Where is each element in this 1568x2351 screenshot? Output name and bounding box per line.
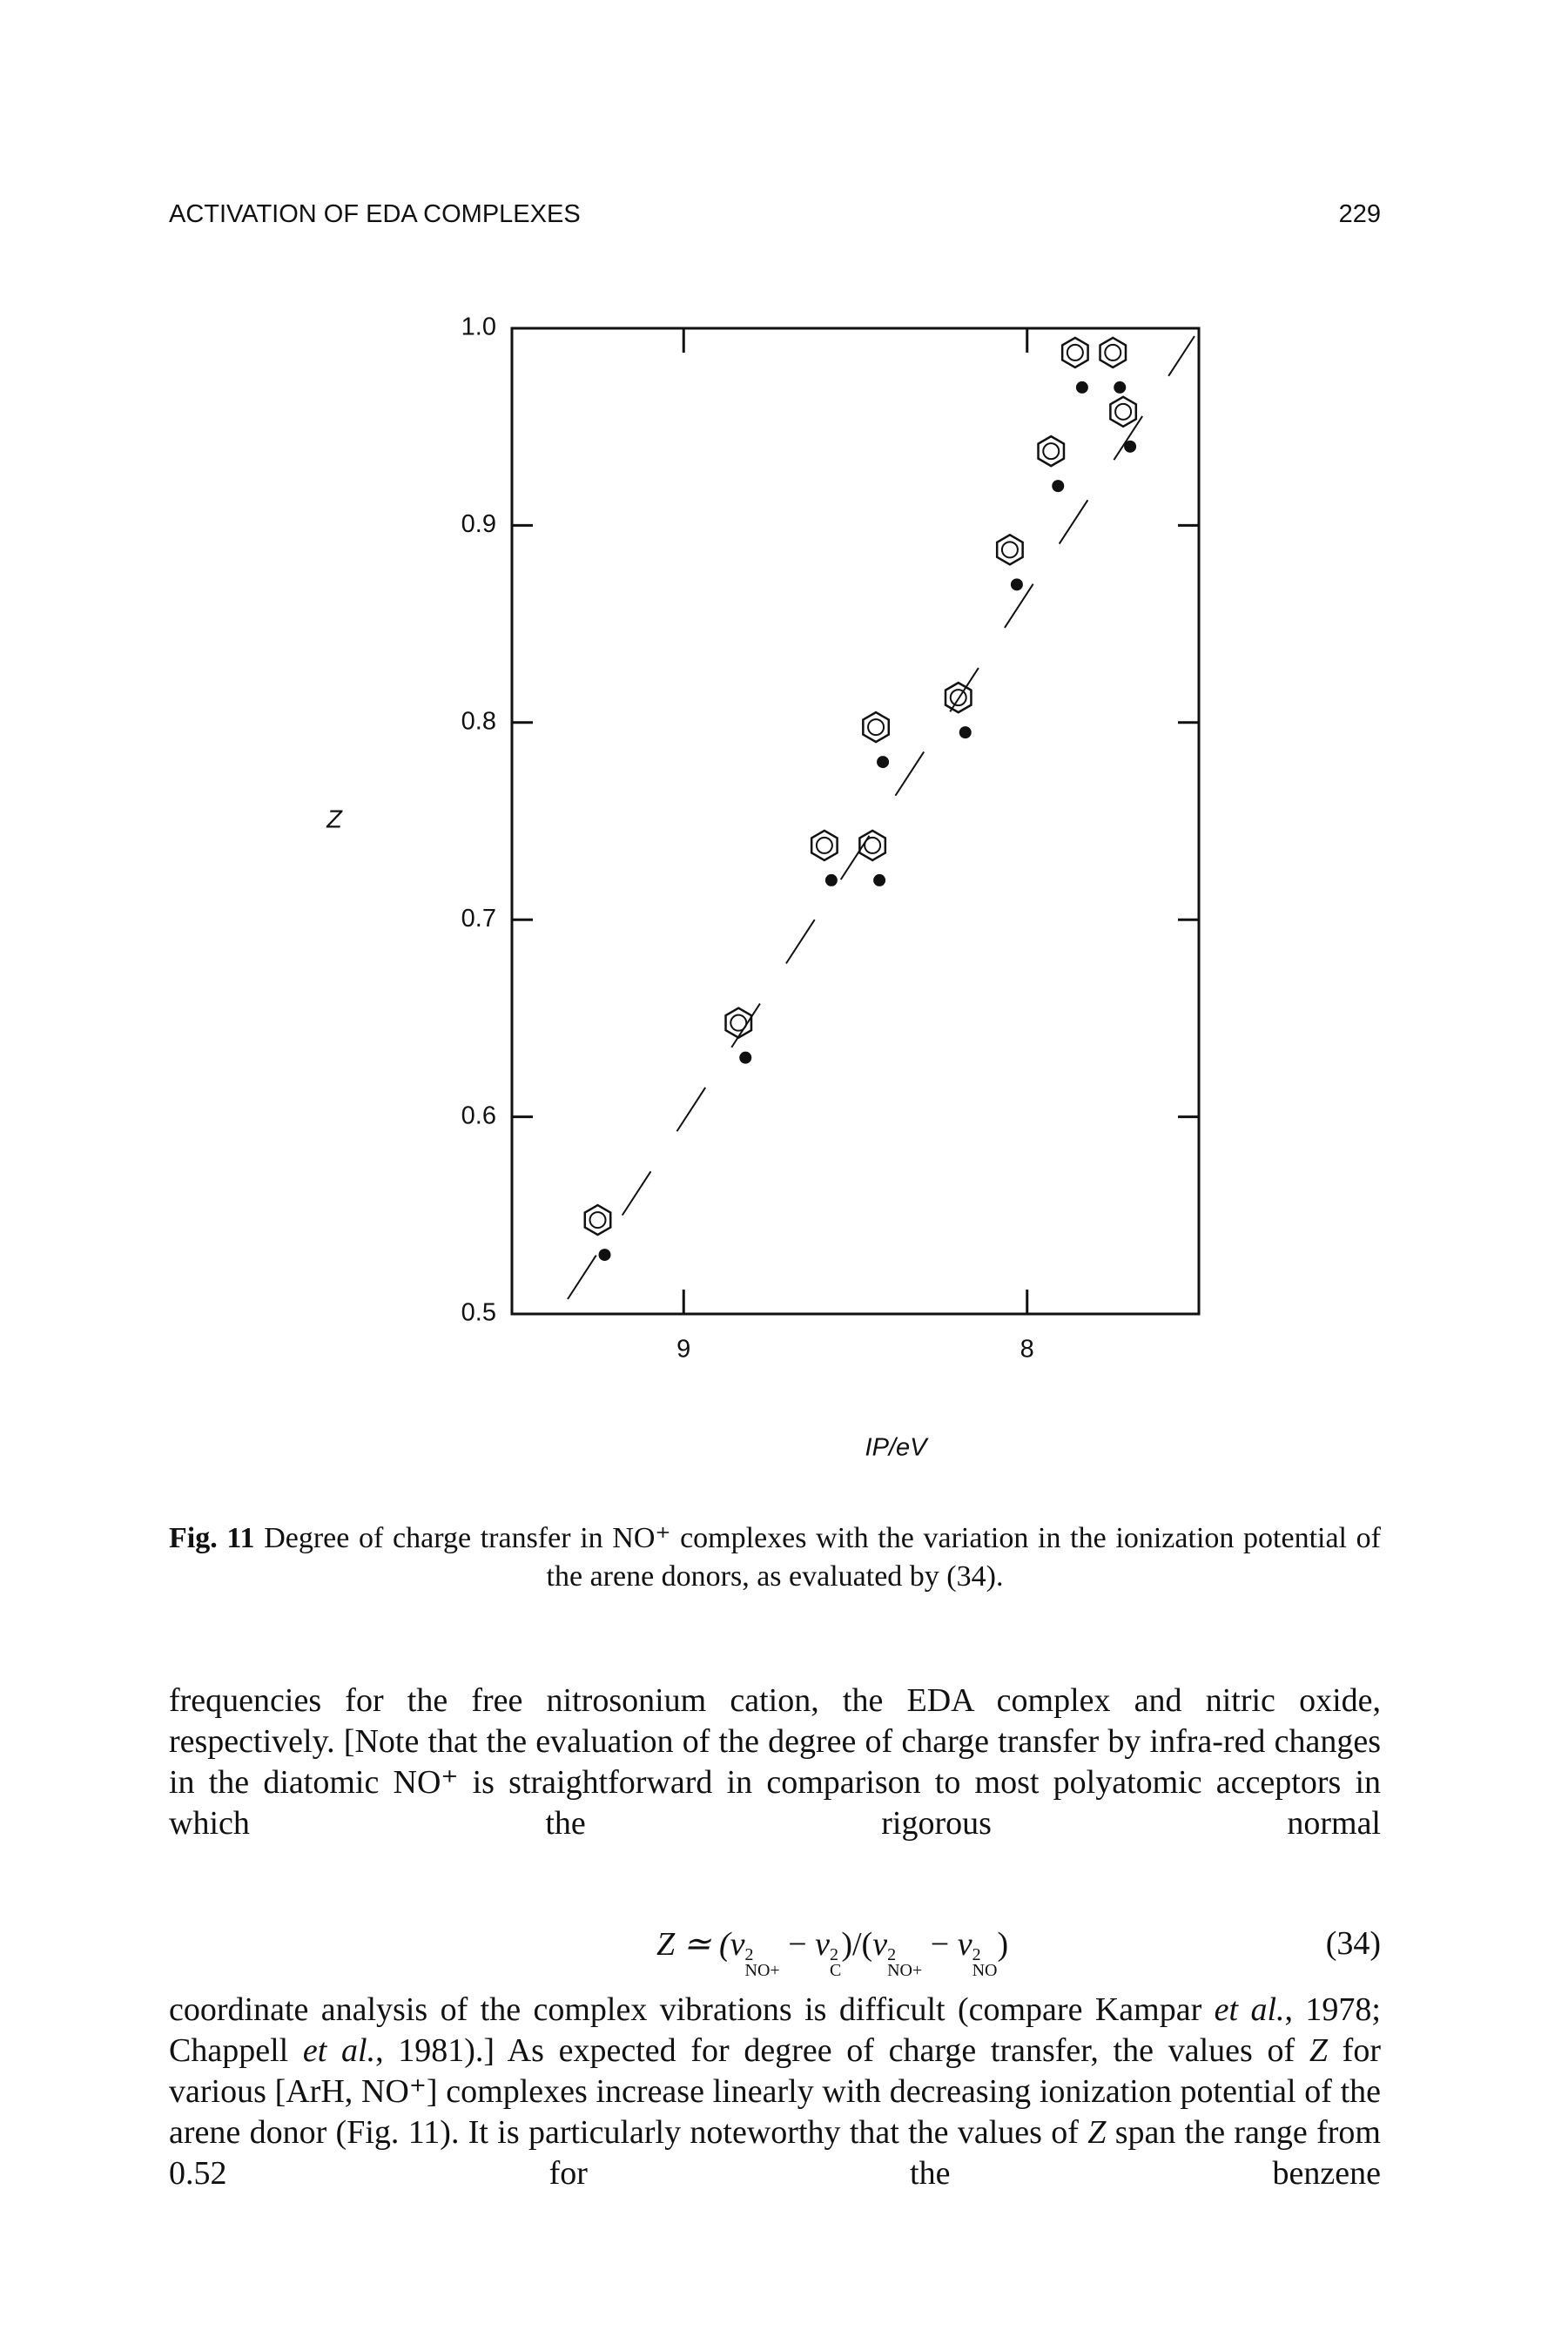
- arene-icon: [810, 829, 838, 862]
- arene-ring: [1114, 402, 1133, 421]
- equation: Z ≃ (ν 2 NO+ − ν 2 C)/(ν 2 NO+ − ν 2 NO) (34): [169, 1924, 1381, 1979]
- y-tick-label: 0.6: [461, 1101, 496, 1129]
- eq-part: ν: [957, 1926, 972, 1963]
- arene-icon: [724, 1007, 753, 1040]
- text-run: Z: [1087, 2114, 1107, 2151]
- data-point: [1124, 440, 1137, 453]
- data-point: [1052, 480, 1065, 493]
- eq-part: −: [779, 1926, 816, 1963]
- eq-part: NO+: [887, 1961, 923, 1980]
- y-tick-label: 0.8: [461, 707, 496, 735]
- eq-part: ): [997, 1926, 1009, 1963]
- arene-ring: [730, 1014, 748, 1032]
- data-point: [1010, 578, 1023, 591]
- data-point: [598, 1249, 611, 1262]
- arene-icon: [858, 829, 887, 862]
- caption-text: Degree of charge transfer in NO⁺ complex…: [264, 1522, 1382, 1593]
- text-run: et al.: [1214, 1991, 1285, 2028]
- y-axis-label: Z: [326, 806, 343, 834]
- page-number: 229: [1338, 200, 1381, 228]
- text-run: span the range from 0.52 for the benzene: [169, 2114, 1381, 2192]
- paragraph: coordinate analysis of the complex vibra…: [169, 1990, 1381, 2194]
- arene-ring: [1104, 343, 1122, 361]
- fit-line: [567, 335, 1195, 1300]
- text-run: Z: [1309, 2032, 1328, 2069]
- paragraph: frequencies for the free nitrosonium cat…: [169, 1682, 1381, 1842]
- equation-body: Z ≃ (ν 2 NO+ − ν 2 C)/(ν 2 NO+ − ν 2 NO): [656, 1924, 1009, 1980]
- eq-part: ν: [815, 1926, 830, 1963]
- eq-part: Z ≃ (: [656, 1926, 730, 1963]
- data-point: [877, 756, 890, 769]
- eq-part: NO+: [744, 1961, 780, 1980]
- running-header: ACTIVATION OF EDA COMPLEXES: [169, 200, 581, 228]
- y-tick-label: 0.9: [461, 510, 496, 538]
- y-tick-label: 1.0: [461, 313, 496, 341]
- eq-part: −: [922, 1926, 958, 1963]
- figure-caption: Fig. 11 Degree of charge transfer in NO⁺…: [169, 1519, 1381, 1596]
- eq-part: 2: [830, 1945, 838, 1964]
- eq-part: 2: [744, 1945, 754, 1964]
- arene-ring: [1000, 541, 1019, 559]
- arene-icon: [862, 711, 891, 744]
- data-point: [824, 873, 838, 886]
- arene-icon: [1060, 336, 1089, 369]
- x-tick-label: 9: [676, 1336, 690, 1364]
- text-run: , 1981).] As expected for degree of char…: [375, 2032, 1309, 2069]
- arene-icon: [1099, 336, 1127, 369]
- eq-part: ν: [872, 1926, 888, 1963]
- x-axis-label: IP/eV: [865, 1434, 930, 1462]
- eq-part: 2: [887, 1945, 897, 1964]
- eq-part: 2: [972, 1945, 981, 1964]
- arene-icon: [944, 681, 972, 714]
- caption-label: Fig. 11: [169, 1522, 255, 1554]
- eq-part: C: [830, 1961, 842, 1980]
- equation-number: (34): [1325, 1925, 1381, 1962]
- data-point: [873, 873, 886, 886]
- chart: Z IP/eV 0.5 0.6 0.7 0.8 0.9 1.0 9 8: [326, 313, 1201, 1462]
- plot-frame: [510, 327, 1201, 1316]
- arene-ring: [1042, 442, 1060, 461]
- arene-icon: [583, 1203, 612, 1236]
- data-point: [739, 1051, 752, 1064]
- arene-icon: [995, 533, 1024, 566]
- arene-ring: [949, 689, 967, 707]
- arene-ring: [864, 836, 882, 854]
- text-run: , 1978; Chappell: [169, 1991, 1381, 2069]
- arene-icon: [1037, 434, 1066, 468]
- data-point: [1114, 381, 1127, 394]
- eq-part: NO: [972, 1961, 998, 1980]
- data-point: [959, 726, 972, 739]
- arene-ring: [1066, 343, 1084, 361]
- y-tick-label: 0.5: [461, 1299, 496, 1327]
- eq-part: )/(: [841, 1926, 873, 1963]
- text-run: coordinate analysis of the complex vibra…: [169, 1991, 1215, 2028]
- text-run: et al.: [302, 2032, 376, 2069]
- arene-icon: [1109, 395, 1138, 428]
- text-run: for various [ArH, NO⁺] complexes increas…: [169, 2032, 1381, 2151]
- data-point: [1075, 381, 1088, 394]
- x-tick-label: 8: [1020, 1336, 1034, 1364]
- arene-ring: [815, 836, 833, 854]
- arene-ring: [867, 718, 885, 737]
- eq-part: ν: [730, 1926, 745, 1963]
- y-tick-label: 0.7: [461, 905, 496, 933]
- arene-ring: [589, 1211, 607, 1229]
